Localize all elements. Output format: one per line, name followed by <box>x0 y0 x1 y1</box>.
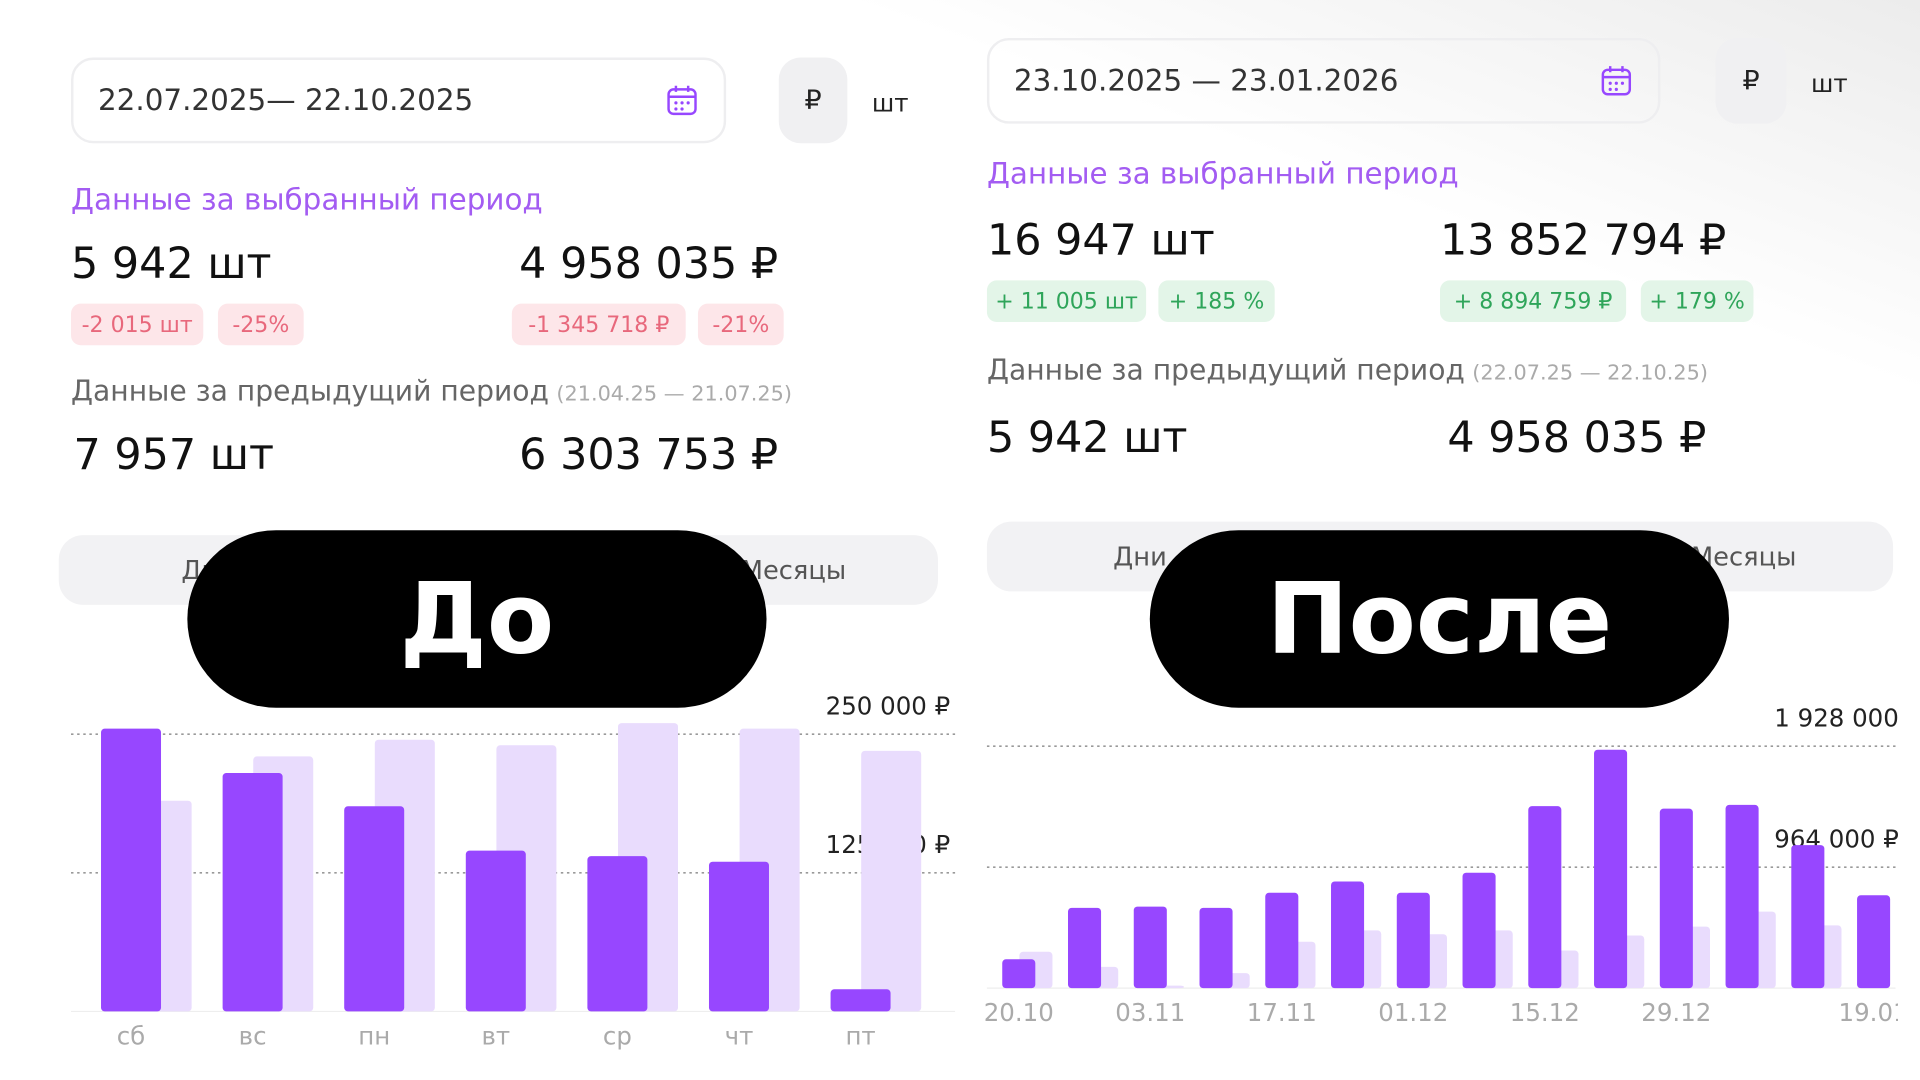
x-tick-label: вс <box>239 1021 267 1050</box>
quantity: 16 947 шт <box>986 216 1215 266</box>
bar <box>101 728 162 1012</box>
panel-before: 22.07.2025— 22.10.2025 ₽ шт Данные за выбра… <box>58 57 956 1050</box>
bar <box>465 850 526 1012</box>
change-badge: + 11 005 шт <box>986 280 1147 323</box>
x-tick-label: 20.10 <box>984 998 1054 1027</box>
previous-quantity: 5 942 шт <box>986 413 1188 463</box>
selected-period-label: Данные за выбранный период <box>986 156 1459 192</box>
date-range: 22.07.2025— 22.10.2025 <box>97 83 474 118</box>
change-badge: -1 345 718 ₽ <box>511 303 686 346</box>
bar <box>1133 906 1167 989</box>
bar <box>1396 892 1430 989</box>
x-tick-label: сб <box>117 1021 146 1050</box>
previous-period-label: Данные за предыдущий период (21.04.25 — 2… <box>71 375 793 408</box>
x-tick-label: 01.12 <box>1378 998 1448 1027</box>
bar <box>708 861 769 1012</box>
bar <box>587 856 648 1012</box>
x-tick-label: пн <box>358 1021 390 1050</box>
sum: 4 958 035 ₽ <box>519 240 779 289</box>
x-tick-label: вт <box>481 1021 510 1050</box>
previous-period-range: (21.04.25 — 21.07.25) <box>556 382 793 407</box>
bar <box>861 750 922 1012</box>
bar <box>344 806 405 1012</box>
date-range-input <box>71 57 727 144</box>
bar <box>1594 749 1628 989</box>
previous-period-range: (22.07.25 — 22.10.25) <box>1472 361 1708 386</box>
previous-period-label: Данные за предыдущий период (22.07.25 — 2… <box>986 355 1708 387</box>
previous-sum: 4 958 035 ₽ <box>1447 413 1707 463</box>
bar <box>1331 881 1365 989</box>
bar <box>1002 959 1036 989</box>
x-tick-label: 17.11 <box>1247 998 1317 1027</box>
x-tick-label: ср <box>603 1021 632 1050</box>
previous-sum: 6 303 753 ₽ <box>519 431 779 481</box>
unit-button[interactable]: шт <box>1811 68 1848 98</box>
bar <box>1462 872 1496 989</box>
calendar-icon[interactable] <box>665 83 699 117</box>
change-badge: + 179 % <box>1640 280 1754 323</box>
y-tick-label: 250 000 ₽ <box>826 692 951 721</box>
comparison-badge: После <box>1149 530 1729 708</box>
bar <box>1199 907 1233 989</box>
x-tick-label: пт <box>845 1021 875 1050</box>
x-tick-label: 29.12 <box>1641 998 1711 1027</box>
sum: 13 852 794 ₽ <box>1440 216 1727 266</box>
previous-quantity: 7 957 шт <box>73 431 274 481</box>
x-tick-label: 15.12 <box>1510 998 1580 1027</box>
unit-button[interactable]: шт <box>871 88 909 118</box>
change-badge: -21% <box>697 303 784 346</box>
bar <box>1857 895 1891 989</box>
date-range: 23.10.2025 — 23.01.2026 <box>1013 63 1399 98</box>
bar <box>1659 808 1693 989</box>
bar <box>1528 806 1562 989</box>
x-tick-label: 03.11 <box>1115 998 1185 1027</box>
bar <box>1068 907 1102 989</box>
date-range-input <box>986 37 1661 124</box>
change-badge: + 8 894 759 ₽ <box>1440 280 1627 323</box>
period-tab[interactable]: Дни <box>1113 541 1167 572</box>
currency-button[interactable]: ₽ <box>778 57 848 144</box>
calendar-icon[interactable] <box>1599 64 1633 98</box>
bar <box>830 989 891 1012</box>
x-tick-label: чт <box>725 1021 754 1050</box>
y-tick-label: 1 928 000 ₽ <box>1774 704 1898 733</box>
comparison-badge: До <box>187 530 767 708</box>
bar <box>1265 892 1299 989</box>
bar <box>1725 804 1759 989</box>
change-badge: -2 015 шт <box>71 303 204 346</box>
quantity: 5 942 шт <box>71 240 272 289</box>
change-badge: + 185 % <box>1158 280 1275 323</box>
period-tab[interactable]: Месяцы <box>740 555 847 585</box>
x-tick-label: 19.01 <box>1839 998 1898 1027</box>
bar <box>1791 845 1825 989</box>
currency-button[interactable]: ₽ <box>1715 37 1787 124</box>
bar <box>222 772 283 1012</box>
change-badge: -25% <box>217 303 304 346</box>
selected-period-label: Данные за выбранный период <box>71 182 543 217</box>
